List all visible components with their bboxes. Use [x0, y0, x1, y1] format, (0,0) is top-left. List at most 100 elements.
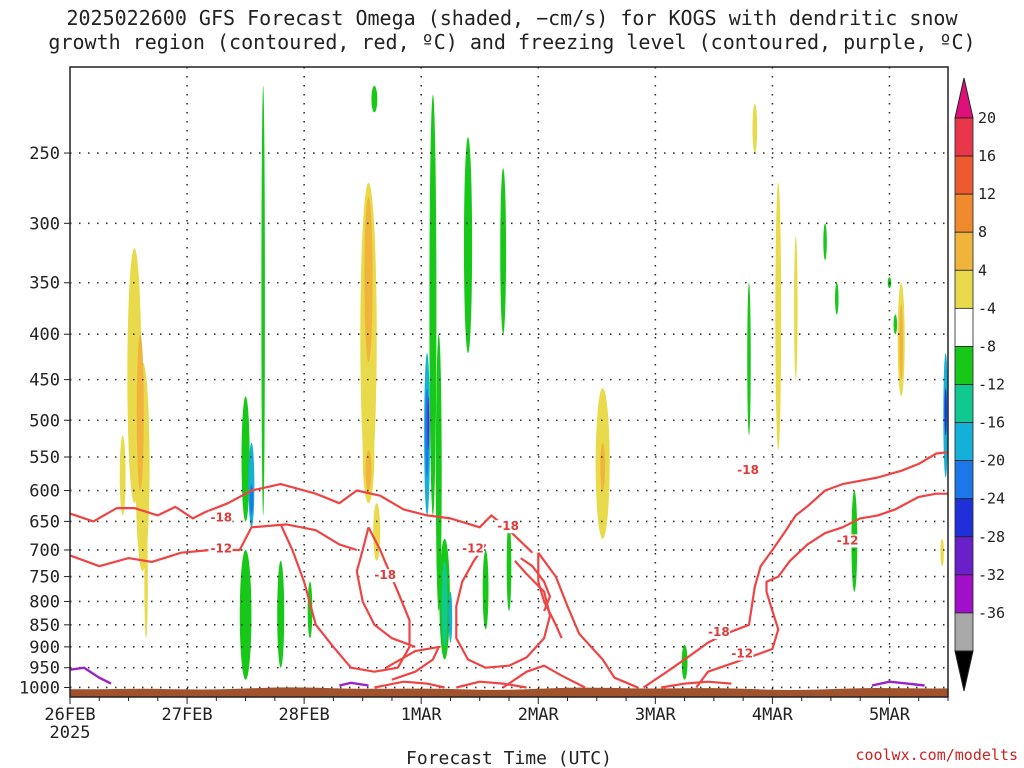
grid-layer	[70, 67, 948, 697]
contour-label: -12	[210, 542, 232, 556]
y-tick-label: 700	[29, 541, 60, 561]
freezing-level-line	[339, 681, 369, 687]
colorbar-label: -20	[978, 452, 1005, 470]
omega-region	[600, 442, 605, 491]
omega-region	[463, 137, 473, 354]
omega-region	[835, 282, 839, 315]
contour-label-bg	[208, 542, 233, 556]
contour-label: -18	[737, 463, 759, 477]
contour-label: -18	[708, 625, 730, 639]
contour-label: -12	[837, 533, 859, 547]
colorbar: 20 16 12 8 4 -4 -8 -12 -16 -20 -24 -28 -32 -36	[954, 77, 1005, 692]
omega-region	[427, 396, 430, 450]
omega-region	[794, 235, 798, 380]
omega-shading-layer	[119, 85, 948, 680]
omega-region	[681, 644, 688, 680]
chart-title-line-1: 2025022600 GFS Forecast Omega (shaded, −…	[66, 6, 958, 30]
credit-link[interactable]: coolwx.com/modelts	[855, 746, 1018, 764]
colorbar-swatch	[954, 155, 974, 195]
dgz-contour-line	[456, 680, 527, 689]
dgz-contour-line	[455, 543, 552, 669]
freezing-level-layer	[70, 666, 925, 687]
y-tick-label: 300	[29, 214, 60, 234]
dgz-contour-line	[661, 680, 732, 689]
omega-region	[239, 549, 252, 680]
colorbar-label: 8	[978, 223, 987, 241]
y-tick-label: 800	[29, 592, 60, 612]
x-tick-label: 1MAR	[401, 705, 443, 725]
y-tick-label: 500	[29, 411, 60, 431]
y-tick-label: 550	[29, 448, 60, 468]
colorbar-swatch	[954, 612, 974, 652]
omega-region	[441, 560, 448, 647]
y-tick-label: 850	[29, 616, 60, 636]
y-axis: 2503003504004505005506006507007508008509…	[19, 144, 70, 698]
omega-region	[747, 282, 751, 436]
y-tick-label: 400	[29, 325, 60, 345]
y-tick-label: 450	[29, 371, 60, 391]
omega-region	[277, 560, 285, 668]
contour-label-bg	[729, 647, 754, 661]
omega-region	[119, 435, 126, 516]
contour-label: -18	[374, 568, 396, 582]
dgz-contour-line	[520, 557, 552, 612]
dgz-contour-line	[642, 451, 948, 689]
colorbar-label: -28	[978, 528, 1005, 546]
colorbar-label: -4	[978, 299, 996, 317]
x-axis-title: Forecast Time (UTC)	[406, 748, 612, 768]
chart-title-line-2: growth region (contoured, red, ºC) and f…	[48, 30, 976, 54]
contour-label-bg	[495, 520, 520, 534]
contour-label-bg	[706, 626, 731, 640]
contour-label: -18	[497, 519, 519, 533]
contour-label-bg	[372, 569, 397, 583]
chart-title: 2025022600 GFS Forecast Omega (shaded, −…	[0, 6, 1024, 54]
contour-label: -12	[462, 542, 484, 556]
omega-region	[893, 314, 898, 335]
dgz-contour-line	[374, 680, 445, 689]
x-tick-label: 26FEB	[44, 705, 95, 725]
contour-label-bg	[735, 464, 760, 478]
omega-region	[241, 396, 250, 522]
ground-layer	[70, 687, 948, 697]
omega-region	[944, 388, 947, 436]
y-tick-label: 650	[29, 512, 60, 532]
dgz-contour-line	[695, 492, 948, 689]
colorbar-label: 20	[978, 109, 996, 127]
dgz-contour-line	[70, 483, 534, 554]
dgz-contour-line	[537, 552, 563, 639]
omega-region	[429, 94, 437, 516]
omega-region	[500, 168, 507, 335]
colorbar-label: -8	[978, 337, 996, 355]
omega-region	[899, 304, 903, 380]
x-tick-label: 2MAR	[518, 705, 560, 725]
colorbar-top-arrow	[954, 77, 974, 119]
x-tick-sublabel: 2025	[50, 723, 91, 743]
colorbar-swatch	[954, 422, 974, 462]
omega-region	[752, 103, 758, 154]
omega-region	[373, 503, 381, 561]
x-tick-label: 5MAR	[869, 705, 911, 725]
x-tick-label: 27FEB	[161, 705, 212, 725]
colorbar-label: -32	[978, 566, 1005, 584]
freezing-level-line	[871, 680, 925, 687]
dgz-contour-line	[385, 645, 440, 681]
colorbar-swatch	[954, 231, 974, 271]
colorbar-swatch	[954, 193, 974, 233]
x-tick-label: 3MAR	[635, 705, 677, 725]
contour-label-bg	[834, 534, 859, 548]
omega-region	[448, 591, 453, 643]
contour-label-bg	[208, 511, 233, 525]
omega-region	[940, 538, 944, 567]
omega-region	[136, 334, 144, 491]
colorbar-swatch	[954, 346, 974, 385]
contour-label-bg	[460, 542, 485, 556]
omega-region	[482, 549, 489, 630]
omega-region	[775, 182, 782, 450]
x-axis: 26FEB 27FEB 28FEB 1MAR 2MAR 3MAR 4MAR 5MAR 2025	[44, 697, 949, 743]
colorbar-label: -36	[978, 604, 1005, 622]
dgz-contour-layer	[70, 451, 948, 689]
colorbar-label: 16	[978, 147, 996, 165]
colorbar-swatch	[954, 460, 974, 500]
omega-region	[371, 85, 378, 113]
